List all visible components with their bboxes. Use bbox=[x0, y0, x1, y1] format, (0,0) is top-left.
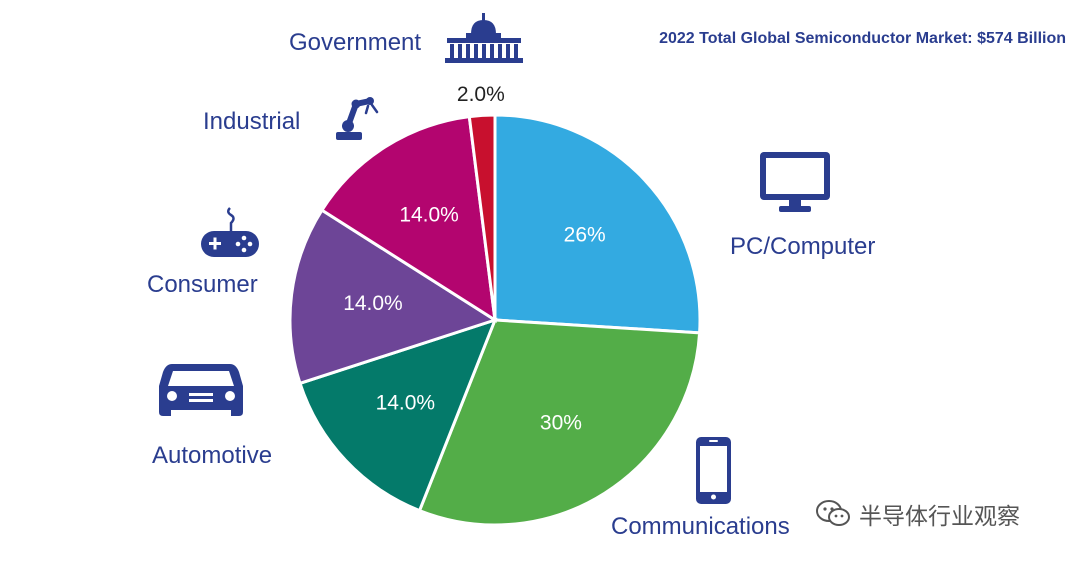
slice-value-label-communications: 30% bbox=[540, 411, 582, 434]
pie-slice-industrial bbox=[319, 114, 497, 323]
chart-title: 2022 Total Global Semiconductor Market: … bbox=[659, 30, 1066, 47]
capitol-building-icon bbox=[445, 13, 523, 63]
watermark: 半导体行业观察 bbox=[815, 497, 1020, 531]
category-label-consumer: Consumer bbox=[147, 271, 258, 298]
robot-arm-icon bbox=[336, 97, 379, 140]
slice-value-label-automotive: 14.0% bbox=[376, 392, 436, 415]
pie-slice-consumer bbox=[288, 208, 499, 386]
pie-slice-communications bbox=[417, 318, 702, 527]
slice-value-label-industrial: 14.0% bbox=[399, 204, 459, 227]
pie-slice-pc-computer bbox=[493, 113, 702, 335]
smartphone-icon bbox=[696, 437, 731, 504]
category-labels: PC/Computer Communications Automotive Co… bbox=[147, 29, 875, 540]
category-label-pc-computer: PC/Computer bbox=[730, 233, 875, 260]
slice-labels: 26% 30% 14.0% 14.0% 14.0% 2.0% bbox=[343, 83, 605, 434]
monitor-icon bbox=[760, 152, 830, 212]
slice-value-label-government: 2.0% bbox=[457, 83, 505, 106]
wechat-icon bbox=[816, 500, 850, 526]
gamepad-icon bbox=[201, 207, 259, 257]
slice-value-label-pc-computer: 26% bbox=[564, 223, 606, 246]
pie-slices bbox=[288, 113, 702, 527]
watermark-text: 半导体行业观察 bbox=[859, 504, 1020, 530]
category-label-industrial: Industrial bbox=[203, 108, 300, 135]
category-label-government: Government bbox=[289, 29, 421, 56]
category-label-communications: Communications bbox=[611, 513, 790, 540]
slice-value-label-consumer: 14.0% bbox=[343, 292, 403, 315]
category-label-automotive: Automotive bbox=[152, 442, 272, 469]
car-icon bbox=[159, 364, 243, 416]
pie-slice-government bbox=[467, 113, 497, 321]
